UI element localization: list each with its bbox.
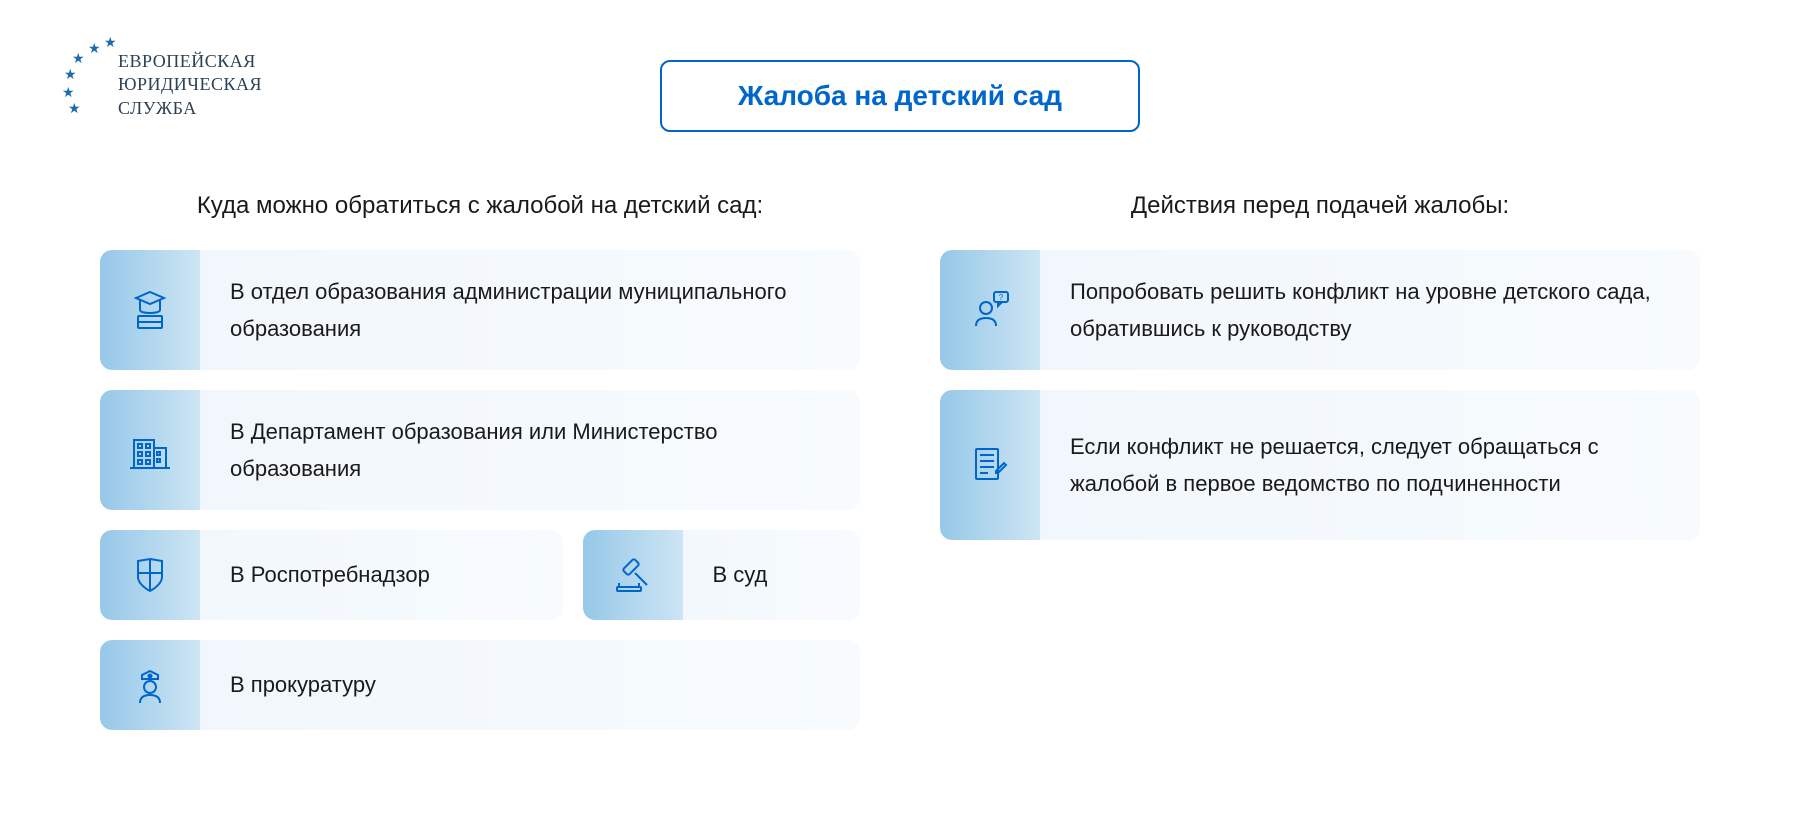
right-column: Действия перед подачей жалобы: ? Попробо… xyxy=(940,192,1700,750)
card-text: В Роспотребнадзор xyxy=(200,538,563,611)
card-text: В суд xyxy=(683,538,861,611)
card-escalate: Если конфликт не решается, следует обращ… xyxy=(940,390,1700,540)
card-text: В прокуратуру xyxy=(200,648,860,721)
logo-line-3: СЛУЖБА xyxy=(118,97,262,120)
row-two: В Роспотребнадзор В суд xyxy=(100,530,860,640)
logo-text: ЕВРОПЕЙСКАЯ ЮРИДИЧЕСКАЯ СЛУЖБА xyxy=(118,50,262,120)
card-text: В Департамент образования или Министерст… xyxy=(200,395,860,506)
card-ministry: В Департамент образования или Министерст… xyxy=(100,390,860,510)
logo-line-2: ЮРИДИЧЕСКАЯ xyxy=(118,73,262,96)
columns-container: Куда можно обратиться с жалобой на детск… xyxy=(60,192,1740,750)
logo-line-1: ЕВРОПЕЙСКАЯ xyxy=(118,50,262,73)
card-text: Если конфликт не решается, следует обращ… xyxy=(1040,410,1700,521)
left-column: Куда можно обратиться с жалобой на детск… xyxy=(100,192,860,750)
building-icon xyxy=(100,390,200,510)
svg-text:?: ? xyxy=(999,293,1004,302)
logo-stars: ★ ★ ★ ★ ★ ★ xyxy=(60,30,110,110)
card-prosecutor: В прокуратуру xyxy=(100,640,860,730)
person-question-icon: ? xyxy=(940,250,1040,370)
title-box: Жалоба на детский сад xyxy=(660,60,1140,132)
card-text: Попробовать решить конфликт на уровне де… xyxy=(1040,255,1700,366)
card-text: В отдел образования администрации муници… xyxy=(200,255,860,366)
card-education-dept: В отдел образования администрации муници… xyxy=(100,250,860,370)
shield-window-icon xyxy=(100,530,200,620)
logo: ★ ★ ★ ★ ★ ★ ЕВРОПЕЙСКАЯ ЮРИДИЧЕСКАЯ СЛУЖ… xyxy=(60,30,262,120)
gavel-icon xyxy=(583,530,683,620)
left-column-heading: Куда можно обратиться с жалобой на детск… xyxy=(100,192,860,220)
card-rospotrebnadzor: В Роспотребнадзор xyxy=(100,530,563,620)
document-pencil-icon xyxy=(940,390,1040,540)
police-officer-icon xyxy=(100,640,200,730)
page-title: Жалоба на детский сад xyxy=(692,80,1108,112)
right-column-heading: Действия перед подачей жалобы: xyxy=(940,192,1700,220)
card-try-resolve: ? Попробовать решить конфликт на уровне … xyxy=(940,250,1700,370)
education-book-icon xyxy=(100,250,200,370)
card-court: В суд xyxy=(583,530,861,620)
